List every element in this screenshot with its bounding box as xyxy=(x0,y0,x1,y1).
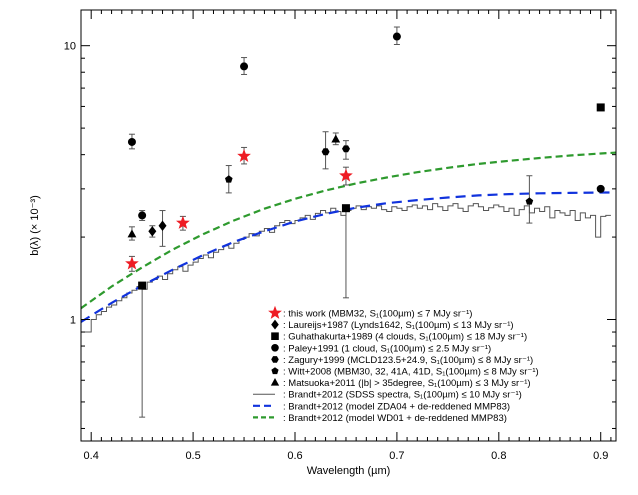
data-point xyxy=(148,226,157,237)
data-point xyxy=(341,204,350,213)
data-point xyxy=(127,137,136,146)
legend-label: : Matsuoka+2011 (|b| > 35degree, S₁(100µ… xyxy=(283,378,531,389)
data-point xyxy=(240,62,249,71)
legend: : this work (MBM32, S₁(100µm) ≤ 7 MJy sr… xyxy=(253,305,539,424)
legend-item: : Matsuoka+2011 (|b| > 35degree, S₁(100µ… xyxy=(270,378,531,389)
axes: 0.4 0.5 0.6 0.7 0.8 0.9 1 10 xyxy=(64,10,616,462)
data-point xyxy=(138,281,147,290)
legend-item: : Zagury+1999 (MCLD123.5+24.9, S₁(100µm)… xyxy=(271,355,533,366)
data-point xyxy=(237,148,251,162)
legend-label: : Brandt+2012 (model ZDA04 + de-reddened… xyxy=(283,401,510,412)
x-tick-label: 0.8 xyxy=(491,450,506,462)
legend-item: : Brandt+2012 (SDSS spectra, S₁(100µm) ≤… xyxy=(253,390,522,401)
plot-frame xyxy=(80,9,617,442)
series-this-work xyxy=(125,146,353,272)
data-point xyxy=(158,220,167,231)
x-tick-label: 0.7 xyxy=(389,450,404,462)
series-guhathakurta-1989 xyxy=(138,103,605,418)
data-point xyxy=(127,229,137,238)
legend-label: : Guhathakurta+1989 (4 clouds, S₁(100µm)… xyxy=(283,332,527,343)
legend-marker xyxy=(271,344,279,352)
series-zagury-1999 xyxy=(321,131,350,170)
legend-label: : Brandt+2012 (model WD01 + de-reddened … xyxy=(283,413,507,424)
legend-item: : Brandt+2012 (model ZDA04 + de-reddened… xyxy=(253,401,510,412)
legend-label: : this work (MBM32, S₁(100µm) ≤ 7 MJy sr… xyxy=(283,309,472,320)
scatter-series-layer xyxy=(125,26,605,418)
data-point xyxy=(225,175,233,183)
x-tick-label: 0.5 xyxy=(185,450,200,462)
legend-marker xyxy=(271,356,279,363)
legend-item: : Laureijs+1987 (Lynds1642, S₁(100µm) ≤ … xyxy=(271,319,514,331)
y-tick-label: 1 xyxy=(70,315,76,327)
series-line xyxy=(81,191,616,323)
data-point xyxy=(138,211,147,220)
legend-item: : Witt+2008 (MBM30, 32, 41A, 41D, S₁(100… xyxy=(271,367,539,378)
series-laureijs-1987 xyxy=(148,210,167,247)
legend-marker xyxy=(271,367,279,375)
legend-label: : Brandt+2012 (SDSS spectra, S₁(100µm) ≤… xyxy=(283,390,522,401)
series-matsuoka-2011 xyxy=(127,132,341,241)
series-line xyxy=(81,151,616,310)
x-axis-title: Wavelength (µm) xyxy=(307,465,391,477)
legend-label: : Witt+2008 (MBM30, 32, 41A, 41D, S₁(100… xyxy=(283,367,539,378)
legend-marker xyxy=(270,378,280,386)
legend-marker xyxy=(271,332,279,340)
legend-item: : Guhathakurta+1989 (4 clouds, S₁(100µm)… xyxy=(271,332,527,343)
x-tick-label: 0.9 xyxy=(593,450,608,462)
legend-item: : this work (MBM32, S₁(100µm) ≤ 7 MJy sr… xyxy=(268,305,472,320)
legend-marker xyxy=(268,305,282,319)
x-tick-label: 0.4 xyxy=(84,450,99,462)
legend-marker xyxy=(271,319,279,330)
series-witt-2008 xyxy=(225,165,534,224)
data-point xyxy=(392,32,401,41)
data-point xyxy=(125,256,139,270)
legend-item: : Paley+1991 (1 cloud, S₁(100µm) ≤ 2.5 M… xyxy=(271,343,491,354)
series-paley-1991 xyxy=(127,26,605,221)
legend-label: : Zagury+1999 (MCLD123.5+24.9, S₁(100µm)… xyxy=(283,355,533,366)
data-point xyxy=(596,103,605,112)
legend-item: : Brandt+2012 (model WD01 + de-reddened … xyxy=(253,413,507,424)
legend-label: : Paley+1991 (1 cloud, S₁(100µm) ≤ 2.5 M… xyxy=(283,343,491,354)
data-point xyxy=(596,184,605,193)
y-axis-title: b(λ) (× 10⁻³) xyxy=(29,195,41,256)
legend-label: : Laureijs+1987 (Lynds1642, S₁(100µm) ≤ … xyxy=(283,320,514,331)
data-point xyxy=(339,168,353,182)
data-point xyxy=(525,197,534,205)
data-point xyxy=(321,148,330,156)
y-tick-label: 10 xyxy=(64,41,76,53)
x-tick-label: 0.6 xyxy=(287,450,302,462)
data-point xyxy=(331,134,341,143)
data-point xyxy=(342,145,350,153)
data-point xyxy=(176,215,190,229)
